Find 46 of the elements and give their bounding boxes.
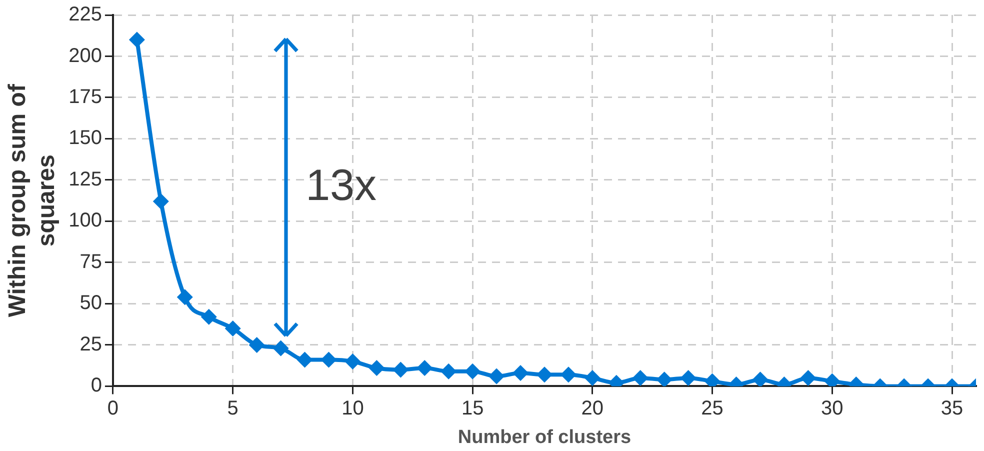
annotation: 13x [306, 161, 377, 212]
point [512, 365, 529, 381]
point [344, 353, 361, 370]
point [488, 368, 505, 384]
point [368, 360, 385, 376]
point [560, 366, 576, 383]
point [800, 370, 816, 386]
point [632, 370, 648, 386]
point [128, 32, 145, 48]
x-tick-label: 5 [227, 398, 238, 420]
y-tick-label: 225 [68, 4, 102, 26]
x-tick-label: 10 [342, 398, 364, 420]
point [392, 362, 409, 378]
y-axis-title: Within group sum of squares [4, 83, 60, 318]
x-axis-title: Number of clusters [458, 426, 632, 448]
y-tick-label: 25 [80, 333, 102, 356]
y-tick-label: 125 [68, 168, 102, 190]
x-tick-label: 20 [581, 398, 604, 420]
y-tick-label: 50 [80, 292, 102, 314]
y-tick-label: 100 [68, 210, 102, 232]
x-tick-label: 30 [821, 398, 844, 420]
point [320, 352, 337, 368]
point [152, 193, 169, 210]
point [200, 308, 217, 325]
y-tick-label: 200 [68, 44, 102, 67]
point [584, 370, 600, 386]
point [176, 289, 193, 306]
x-tick-label: 0 [107, 398, 119, 420]
point [272, 340, 289, 356]
point [248, 336, 265, 353]
y-tick-label: 150 [68, 127, 102, 150]
y-tick-label: 175 [68, 86, 102, 108]
point [440, 363, 457, 380]
point [296, 352, 313, 368]
point [224, 320, 241, 336]
x-tick-label: 35 [940, 398, 964, 420]
point [416, 360, 433, 376]
x-tick-label: 15 [461, 398, 484, 420]
point [464, 363, 481, 380]
x-tick-label: 25 [701, 398, 724, 420]
y-tick-label: 0 [90, 374, 102, 397]
point [680, 370, 696, 386]
point [752, 372, 768, 386]
point [536, 366, 552, 383]
point [656, 372, 672, 386]
y-tick-label: 75 [80, 250, 102, 273]
